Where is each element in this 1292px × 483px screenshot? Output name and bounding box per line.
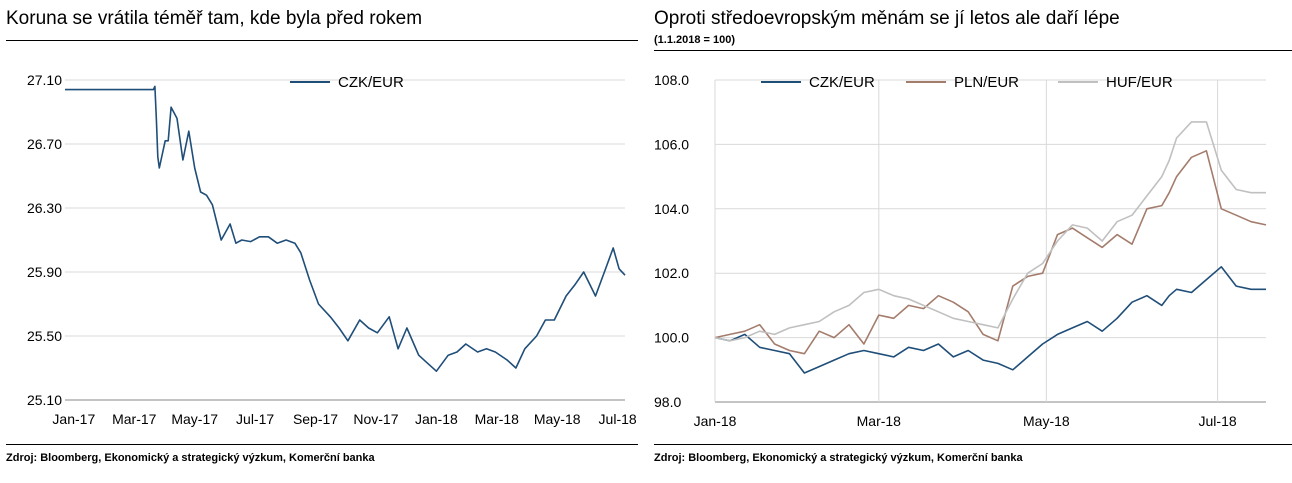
x-tick-label: Jan-18	[415, 411, 458, 427]
series-line-czk-eur	[714, 265, 1266, 374]
left-title-rule	[6, 40, 638, 41]
right-source-rule	[654, 444, 1292, 445]
series-line-huf-eur	[714, 121, 1266, 342]
y-tick-label: 100.0	[654, 330, 689, 346]
x-tick-label: May-18	[534, 411, 581, 427]
y-tick-label: 106.0	[654, 136, 689, 152]
y-tick-label: 104.0	[654, 201, 689, 217]
legend-label: HUF/EUR	[1106, 74, 1173, 91]
right-chart-title: Oproti středoevropským měnám se jí letos…	[654, 8, 1120, 29]
x-tick-label: May-18	[1023, 413, 1070, 429]
y-tick-label: 27.10	[27, 72, 62, 88]
y-tick-label: 108.0	[654, 72, 689, 88]
y-tick-label: 26.70	[27, 136, 62, 152]
right-chart-panel: Oproti středoevropským měnám se jí letos…	[648, 0, 1292, 483]
left-chart-panel: Koruna se vrátila téměř tam, kde byla př…	[0, 0, 638, 483]
y-tick-label: 102.0	[654, 265, 689, 281]
y-tick-label: 25.10	[27, 392, 62, 408]
y-tick-label: 25.90	[27, 264, 62, 280]
y-tick-label: 98.0	[654, 394, 681, 410]
x-tick-label: Mar-18	[857, 413, 902, 429]
right-chart-subtitle: (1.1.2018 = 100)	[654, 34, 736, 46]
x-tick-label: May-17	[171, 411, 218, 427]
series-line-pln-eur	[714, 150, 1267, 355]
legend-label: CZK/EUR	[338, 74, 404, 91]
x-tick-label: Jan-18	[694, 413, 737, 429]
y-tick-label: 25.50	[27, 328, 62, 344]
right-chart-source: Zdroj: Bloomberg, Ekonomický a strategic…	[654, 452, 1023, 464]
x-tick-label: Sep-17	[293, 411, 338, 427]
legend-label: PLN/EUR	[954, 74, 1019, 91]
left-chart-title: Koruna se vrátila téměř tam, kde byla př…	[6, 8, 423, 29]
legend-label: CZK/EUR	[809, 74, 875, 91]
x-tick-label: Jul-17	[236, 411, 274, 427]
right-title-rule	[654, 50, 1292, 51]
x-tick-label: Jul-18	[1199, 413, 1237, 429]
y-tick-label: 26.30	[27, 200, 62, 216]
left-source-rule	[6, 444, 638, 445]
x-tick-label: Mar-18	[475, 411, 520, 427]
x-tick-label: Jan-17	[52, 411, 95, 427]
series-line-czk-eur	[65, 85, 626, 373]
right-chart-svg: 108.0 106.0 104.0 102.0 100.0 98.0 Jan-18 Mar-1…	[654, 72, 1267, 429]
x-tick-label: Jul-18	[599, 411, 637, 427]
x-tick-label: Nov-17	[353, 411, 398, 427]
left-chart-source: Zdroj: Bloomberg, Ekonomický a strategic…	[6, 452, 375, 464]
left-chart-svg: 27.10 26.70 26.30 25.90 25.50 25.10 Jan-17 Mar-…	[27, 72, 637, 427]
x-tick-label: Mar-17	[112, 411, 157, 427]
